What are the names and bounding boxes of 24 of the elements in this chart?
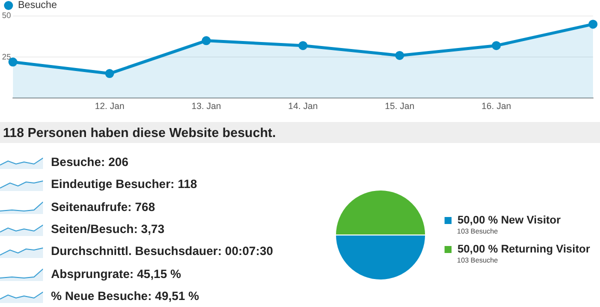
point: [298, 41, 308, 50]
y-tick-label: 25: [2, 52, 12, 62]
point: [202, 36, 211, 46]
text: Eindeutige Besucher: 118: [51, 177, 198, 192]
text: % Neue Besuche: 49,51 %: [51, 288, 200, 303]
text: 118 Personen haben diese Website besucht.: [0, 122, 600, 143]
text: Seiten/Besuch: 3,73: [51, 222, 164, 236]
text: Besuche: 206: [51, 155, 128, 169]
legend-label: Besuche: [18, 0, 57, 11]
point: [105, 69, 114, 78]
text: Durchschnittl. Besuchsdauer: 00:07:30: [51, 244, 274, 258]
legend-label: 50,00 % New Visitor: [458, 214, 562, 227]
legend-label: 50,00 % Returning Visitor: [458, 244, 591, 256]
x-tick-label: 15. Jan: [384, 101, 414, 112]
y-tick-label: 50: [2, 11, 12, 20]
x-tick-label: 16. Jan: [482, 101, 512, 112]
point: [492, 41, 501, 50]
x-tick-label: 13. Jan: [192, 101, 222, 112]
text: Absprungrate: 45,15 %: [51, 266, 182, 280]
point: [588, 20, 598, 29]
x-tick-label: 12. Jan: [94, 101, 124, 112]
point: [395, 50, 404, 60]
text: Seitenaufrufe: 768: [51, 200, 156, 214]
x-tick-label: 14. Jan: [288, 101, 318, 112]
